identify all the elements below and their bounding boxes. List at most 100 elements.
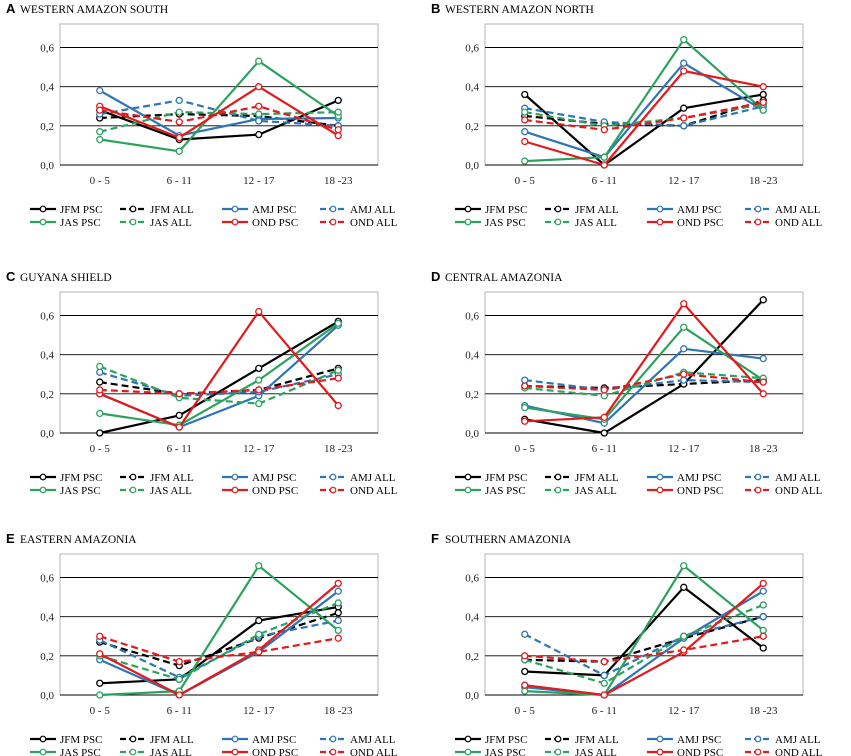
data-point — [521, 108, 529, 116]
legend-item-jas-psc: JAS PSC — [30, 217, 101, 229]
data-point — [334, 579, 342, 588]
x-tick-label: 18 -23 — [749, 175, 778, 187]
legend-item-ond-all: OND ALL — [745, 217, 823, 229]
series-line — [99, 320, 339, 435]
series-line — [524, 62, 764, 159]
series-ond-all — [96, 374, 342, 398]
series-jas-all — [521, 601, 767, 687]
series-amj-all — [96, 96, 342, 130]
panel-letter: D — [431, 269, 440, 284]
y-tick-label: 0,4 — [465, 82, 479, 94]
data-point — [96, 106, 104, 114]
legend-label: JFM PSC — [485, 204, 528, 216]
legend-label: OND ALL — [775, 747, 823, 756]
panel-title: WESTERN AMAZON NORTH — [445, 4, 594, 16]
series-line — [524, 371, 764, 397]
y-tick-label: 0,2 — [465, 651, 479, 663]
data-point — [600, 679, 608, 687]
series-jas-all — [96, 362, 342, 408]
legend-item-ond-all: OND ALL — [745, 747, 823, 756]
panel-letter: F — [431, 531, 439, 546]
series-jas-psc — [521, 36, 767, 165]
data-point — [255, 57, 263, 65]
series-amj-psc — [521, 587, 767, 699]
legend-marker — [464, 473, 472, 481]
x-tick-label: 0 - 5 — [515, 175, 536, 187]
legend-label: AMJ PSC — [677, 734, 721, 746]
x-tick-label: 12 - 17 — [243, 175, 275, 187]
legend-label: AMJ ALL — [775, 204, 821, 216]
legend-label: OND ALL — [350, 217, 398, 229]
legend-item-ond-all: OND ALL — [320, 747, 398, 756]
legend-marker — [39, 486, 47, 494]
y-tick-label: 0,0 — [40, 690, 54, 702]
y-tick-label: 0,6 — [465, 311, 479, 323]
legend-label: AMJ ALL — [775, 472, 821, 484]
legend-label: JAS PSC — [60, 217, 101, 229]
data-point — [521, 652, 529, 660]
series-line — [99, 564, 339, 697]
data-point — [600, 161, 608, 169]
y-tick-label: 0,2 — [40, 389, 54, 401]
legend-item-jfm-all: JFM ALL — [545, 472, 619, 484]
panel-title: GUYANA SHIELD — [20, 272, 112, 284]
data-point — [680, 67, 688, 75]
x-tick-label: 12 - 17 — [668, 705, 700, 717]
x-tick-label: 0 - 5 — [515, 443, 536, 455]
legend-marker — [754, 735, 762, 743]
data-point — [255, 630, 263, 638]
legend-marker — [554, 473, 562, 481]
legend-marker — [656, 218, 664, 226]
series-jfm-psc — [521, 90, 767, 169]
data-point — [255, 117, 263, 125]
data-point — [521, 157, 529, 165]
y-tick-label: 0,4 — [465, 612, 479, 624]
panel-b: B WESTERN AMAZON NORTH 0,0 0,2 0,4 0,6 0 - 5 6 … — [431, 1, 823, 229]
data-point — [680, 59, 688, 67]
data-point — [680, 583, 688, 591]
x-tick-label: 18 -23 — [324, 443, 353, 455]
data-point — [521, 116, 529, 124]
data-point — [175, 691, 183, 699]
series-line — [524, 99, 764, 127]
legend-label: OND ALL — [350, 747, 398, 756]
legend-label: JFM ALL — [575, 734, 619, 746]
data-point — [600, 658, 608, 666]
x-tick-label: 12 - 17 — [668, 443, 700, 455]
legend-marker — [129, 473, 137, 481]
y-tick-label: 0,0 — [465, 160, 479, 172]
legend-label: JAS ALL — [575, 747, 617, 756]
legend: JFM PSC JFM ALL AMJ PSC AMJ ALL JAS PSC JAS A… — [455, 472, 823, 497]
series-ond-all — [96, 102, 342, 134]
series-line — [99, 60, 339, 153]
data-point — [600, 392, 608, 400]
legend-marker — [329, 486, 337, 494]
x-tick-label: 0 - 5 — [90, 443, 111, 455]
panel-title: SOUTHERN AMAZONIA — [445, 534, 572, 546]
legend-marker — [656, 748, 664, 756]
data-point — [759, 626, 767, 635]
series-line — [99, 324, 340, 429]
legend-label: AMJ ALL — [350, 204, 396, 216]
legend-item-jas-psc: JAS PSC — [30, 485, 101, 497]
data-point — [521, 90, 529, 99]
y-tick-label: 0,0 — [40, 428, 54, 440]
data-point — [334, 96, 342, 105]
legend-label: JAS PSC — [485, 747, 526, 756]
legend-item-amj-psc: AMJ PSC — [647, 204, 721, 216]
legend-item-jas-psc: JAS PSC — [455, 217, 526, 229]
data-point — [255, 376, 263, 384]
legend-marker — [329, 473, 337, 481]
x-tick-label: 6 - 11 — [167, 443, 192, 455]
legend-item-jas-psc: JAS PSC — [30, 747, 101, 756]
legend-label: AMJ ALL — [350, 734, 396, 746]
legend-marker — [754, 473, 762, 481]
y-tick-label: 0,4 — [40, 82, 54, 94]
legend-marker — [754, 486, 762, 494]
data-point — [255, 648, 263, 656]
series-line — [99, 365, 339, 405]
legend-label: AMJ PSC — [252, 204, 296, 216]
legend-item-amj-psc: AMJ PSC — [222, 734, 296, 746]
panel-letter: C — [6, 269, 16, 284]
